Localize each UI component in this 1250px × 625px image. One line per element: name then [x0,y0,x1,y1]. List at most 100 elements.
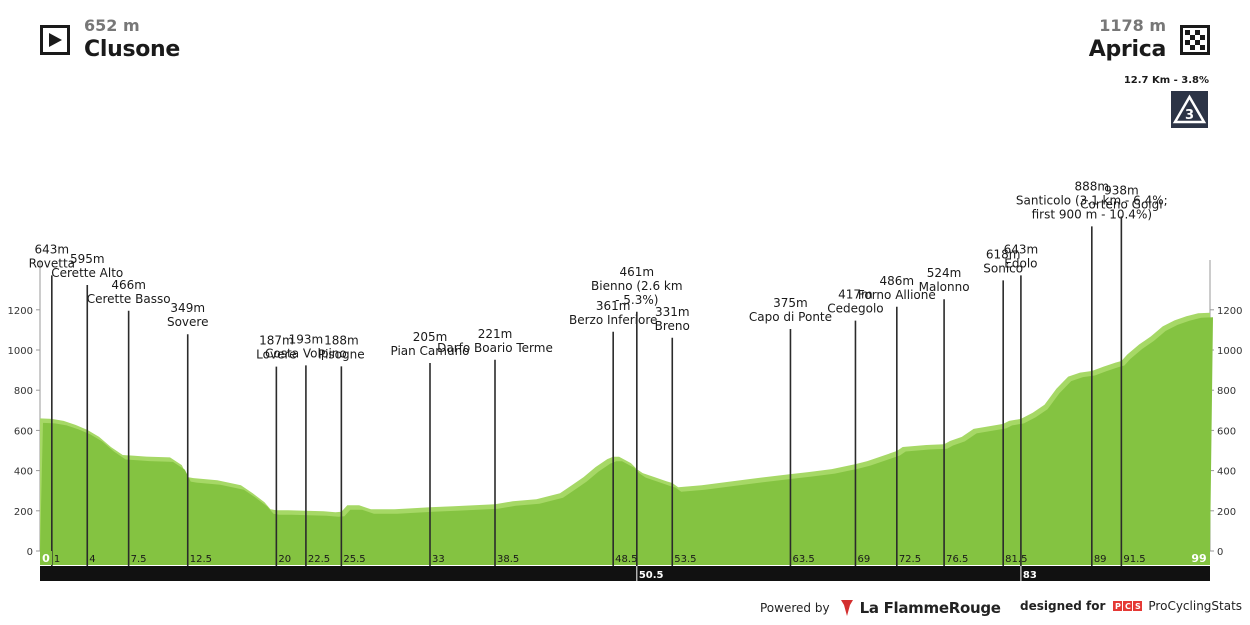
y-tick-label-right: 1000 [1217,346,1242,357]
x-end-badge [1188,551,1210,565]
distance-bar [40,566,1210,581]
x-tick-label: 81.5 [1005,554,1027,565]
annotation-altitude: 618m [986,247,1021,261]
annotation-place: Santicolo (3.1 km - 6.4%; [1016,193,1168,207]
annotation-place: Pisogne [318,347,365,361]
profile-area [40,317,1213,551]
designed-label: designed for [1020,599,1106,613]
x-tick-label: 48.5 [615,554,637,565]
brand-name: La FlammeRouge [859,599,1001,617]
bar-marker-label: 50.5 [639,570,664,581]
finish-header: 1178 m Aprica [1089,18,1210,61]
profile-base [40,551,1210,565]
annotation-place: Capo di Ponte [749,310,832,324]
annotation-altitude: 221m [478,327,513,341]
climb-info: 12.7 Km - 3.8% [1123,75,1209,86]
annotation-place: Malonno [919,280,970,294]
y-tick-label-left: 600 [14,426,33,437]
x-tick-label: 25.5 [343,554,365,565]
y-tick-label-right: 0 [1217,547,1223,558]
annotation-place: Edolo [1004,256,1037,270]
y-tick-label-left: 800 [14,386,33,397]
annotation-altitude: 461m [620,265,655,279]
annotation-altitude: 187m [259,334,294,348]
start-header: 652 m Clusone [40,18,180,61]
x-tick-label: 1 [54,554,60,565]
pcs-logo-icon: P C S [1113,601,1143,611]
y-tick-label-right: 1200 [1217,306,1242,317]
y-tick-label-right: 600 [1217,426,1236,437]
x-tick-label: 0 [42,552,50,565]
x-tick-label: 12.5 [190,554,212,565]
y-tick-label-right: 200 [1217,507,1236,518]
x-tick-label: 76.5 [946,554,968,565]
annotation-place: Pian Camuno [390,344,469,358]
powered-by: Powered by La FlammeRouge [760,599,1001,617]
annotation-place: Lovere [256,348,296,362]
annotation-altitude: 205m [413,330,448,344]
x-tick-label: 72.5 [899,554,921,565]
annotation-place: Costa Volpino [265,346,347,360]
pcs-name: ProCyclingStats [1148,599,1243,613]
x-tick-label: 33 [432,554,445,565]
annotation-altitude: 331m [655,305,690,319]
y-tick-label-left: 1200 [8,306,33,317]
finish-town: Aprica [1088,37,1167,62]
annotation-place: Sovere [167,315,209,329]
annotation-altitude: 938m [1104,183,1139,197]
powered-label: Powered by [760,601,830,615]
x-tick-label: 89 [1094,554,1107,565]
play-icon [40,24,70,55]
annotation-altitude: 375m [773,296,808,310]
pcs-letter: P [1113,601,1123,611]
annotation-altitude: 349m [170,301,205,315]
annotation-place: Darfo Boario Terme [437,341,553,355]
x-tick-label: 20 [278,554,291,565]
annotation-place: Bienno (2.6 km [591,279,683,293]
annotation-altitude: 524m [927,266,962,280]
annotation-place: Berzo Inferiore [569,313,657,327]
annotation-altitude: 643m [1004,242,1039,256]
annotation-altitude: 486m [880,274,915,288]
annotation-place: Rovetta [29,256,75,270]
flamme-rouge-logo-icon [840,599,854,617]
y-tick-label-left: 400 [14,467,33,478]
x-tick-label: 22.5 [308,554,330,565]
start-town: Clusone [84,37,181,62]
x-tick-label: 69 [857,554,870,565]
y-tick-label-left: 0 [27,547,33,558]
annotation-altitude: 643m [35,242,70,256]
annotation-place: Cedegolo [827,302,883,316]
annotation-altitude: 193m [289,332,324,346]
annotation-altitude: 188m [324,333,359,347]
x-tick-label: 38.5 [497,554,519,565]
x-tick-label: 4 [89,554,95,565]
x-tick-label: 99 [1191,552,1206,565]
annotation-altitude: 595m [70,252,105,266]
y-tick-label-right: 800 [1217,386,1236,397]
pcs-letter: S [1133,601,1143,611]
y-tick-label-left: 200 [14,507,33,518]
y-tick-label-right: 400 [1217,467,1236,478]
start-altitude: 652 m [84,16,140,35]
finish-altitude: 1178 m [1099,16,1166,35]
bar-marker-label: 83 [1023,570,1037,581]
annotation-place: Cerette Basso [87,292,171,306]
annotation-altitude: 417m [838,288,873,302]
annotation-place: Sonico [983,261,1023,275]
annotation-place: Breno [655,319,690,333]
annotation-altitude: 888m [1075,179,1110,193]
annotation-altitude: 466m [111,278,146,292]
y-tick-label-left: 1000 [8,346,33,357]
x-tick-label: 53.5 [674,554,696,565]
annotation-place: - 5.3%) [615,293,658,307]
x-tick-label: 91.5 [1123,554,1145,565]
x-end-badge [40,551,52,565]
annotation-place: Forno Allione [858,288,936,302]
designed-for: designed for P C S ProCyclingStats [1020,599,1242,613]
mountain-category-icon: 3 [1171,91,1208,128]
x-tick-label: 63.5 [792,554,814,565]
checkered-flag-icon [1180,24,1210,55]
pcs-letter: C [1123,601,1133,611]
